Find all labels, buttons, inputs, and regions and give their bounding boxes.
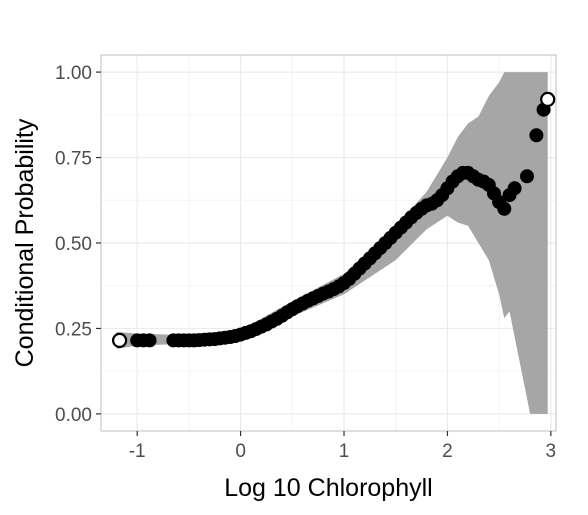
data-point [111, 332, 128, 348]
y-tick-label: 1.00 [55, 63, 92, 84]
y-axis: 0.00 0.25 0.50 0.75 1.00 [55, 63, 101, 426]
data-point [529, 128, 544, 143]
x-tick-label: 3 [546, 441, 557, 462]
data-point [507, 181, 522, 196]
y-tick-label: 0.50 [55, 234, 92, 255]
x-tick-label: -1 [129, 441, 146, 462]
data-point [497, 201, 512, 216]
data-point [520, 169, 534, 184]
x-tick-label: 0 [235, 441, 246, 462]
x-axis-title: Log 10 Chlorophyll [224, 474, 432, 502]
data-points [111, 91, 556, 348]
y-tick-label: 0.00 [55, 405, 92, 426]
x-axis: -1 0 1 2 3 [129, 431, 556, 462]
x-tick-label: 2 [442, 441, 453, 462]
y-tick-label: 0.75 [55, 149, 92, 170]
x-tick-label: 1 [339, 441, 350, 462]
data-point [142, 333, 157, 348]
y-axis-title: Conditional Probability [11, 118, 39, 367]
data-point [540, 91, 556, 108]
confidence-band [116, 72, 548, 414]
y-tick-label: 0.25 [55, 319, 92, 340]
